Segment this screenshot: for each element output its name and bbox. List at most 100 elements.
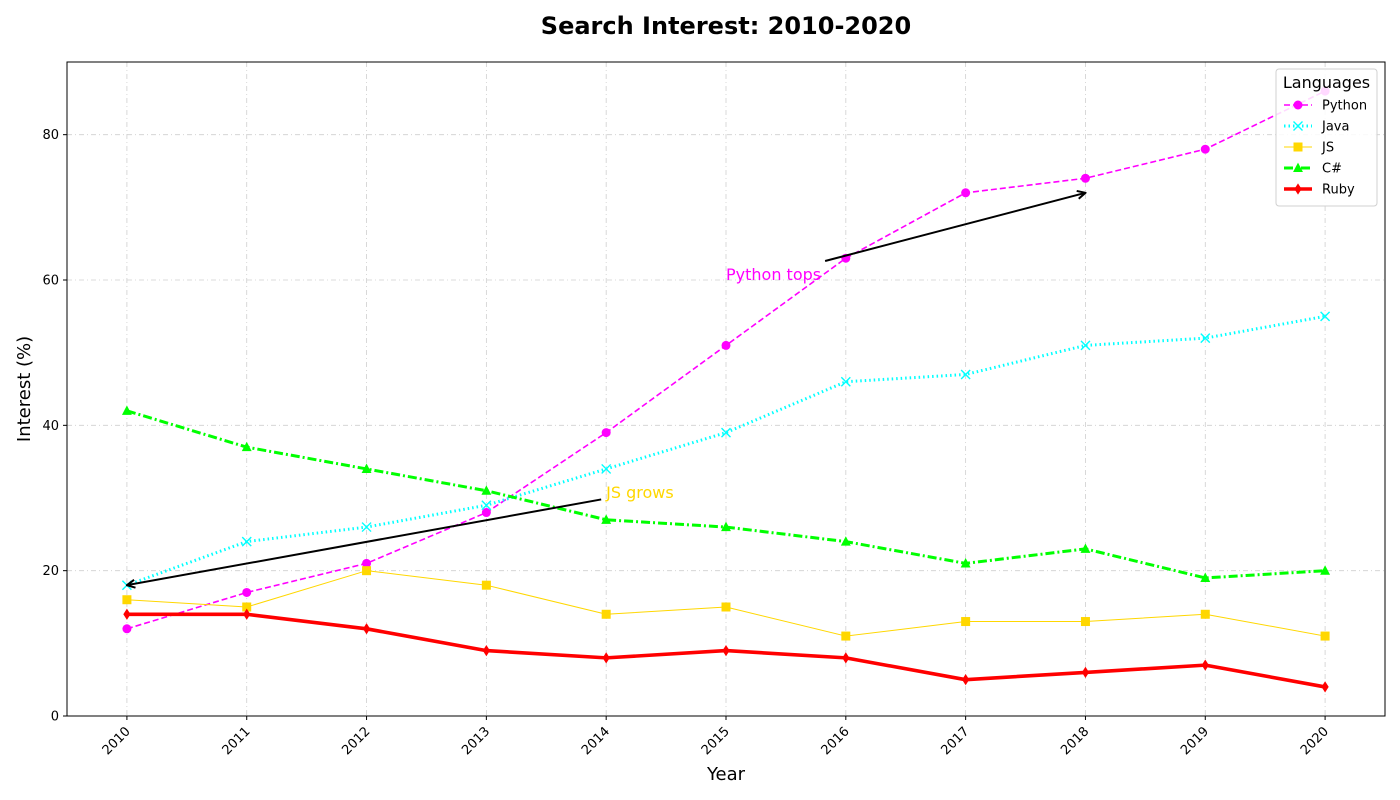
data-point-python bbox=[601, 428, 611, 438]
data-point-ruby bbox=[243, 608, 251, 620]
legend: Languages Python Java JS C# Ruby bbox=[1275, 68, 1378, 207]
data-point-java bbox=[361, 522, 372, 533]
legend-item-ruby: Ruby bbox=[1284, 183, 1355, 198]
data-point-java bbox=[601, 463, 612, 474]
x-axis-title: Year bbox=[706, 764, 746, 785]
data-point-js bbox=[122, 595, 132, 605]
data-point-js bbox=[601, 609, 611, 619]
legend-label-ruby: Ruby bbox=[1322, 183, 1355, 198]
data-point-java bbox=[1080, 340, 1091, 351]
series-layer bbox=[121, 86, 1331, 693]
data-point-ruby bbox=[602, 652, 610, 664]
legend-label-java: Java bbox=[1321, 120, 1349, 135]
legend-marker-js bbox=[1293, 142, 1303, 152]
data-point-java bbox=[1200, 333, 1211, 344]
y-tick-label: 20 bbox=[42, 564, 59, 579]
data-point-ruby bbox=[123, 608, 131, 620]
x-tick-label: 2015 bbox=[699, 724, 733, 758]
y-tick-label: 60 bbox=[42, 274, 59, 289]
data-point-js bbox=[242, 602, 252, 612]
data-point-python bbox=[122, 624, 132, 634]
series-java bbox=[121, 311, 1331, 591]
annotations: Python tops JS grows bbox=[127, 193, 1086, 585]
legend-item-python: Python bbox=[1284, 99, 1367, 114]
x-tick-label: 2016 bbox=[819, 724, 853, 758]
chart-title: Search Interest: 2010-2020 bbox=[541, 12, 911, 40]
series-csharp bbox=[121, 405, 1331, 582]
data-point-js bbox=[481, 580, 491, 590]
data-point-python bbox=[362, 558, 372, 568]
data-point-python bbox=[721, 340, 731, 350]
data-point-python bbox=[1080, 173, 1090, 183]
y-tick-label: 80 bbox=[42, 128, 59, 143]
annotation-arrow-0 bbox=[824, 193, 1085, 262]
data-point-java bbox=[960, 369, 971, 380]
data-point-js bbox=[841, 631, 851, 641]
data-point-csharp bbox=[840, 536, 851, 546]
legend-marker-ruby bbox=[1294, 183, 1302, 195]
legend-title: Languages bbox=[1283, 73, 1370, 92]
legend-label-python: Python bbox=[1322, 99, 1367, 114]
data-point-csharp bbox=[121, 405, 132, 415]
legend-label-csharp: C# bbox=[1322, 162, 1342, 177]
annotation-arrow-1 bbox=[127, 498, 602, 585]
x-tick-label: 2017 bbox=[938, 724, 972, 758]
series-ruby bbox=[123, 608, 1329, 693]
series-js bbox=[122, 566, 1330, 641]
data-point-js bbox=[961, 617, 971, 627]
x-tick-label: 2012 bbox=[339, 724, 373, 758]
data-point-java bbox=[1320, 311, 1331, 322]
x-tick-label: 2013 bbox=[459, 724, 493, 758]
data-point-csharp bbox=[241, 441, 252, 452]
y-tick-label: 40 bbox=[42, 419, 59, 434]
legend-item-js: JS bbox=[1284, 141, 1334, 156]
y-tick-label: 0 bbox=[51, 710, 59, 725]
data-point-ruby bbox=[1321, 681, 1329, 693]
data-point-csharp bbox=[1320, 565, 1331, 575]
data-point-csharp bbox=[481, 485, 492, 495]
axes: 2010 2011 2012 2013 2014 2015 2016 2017 2018 2019… bbox=[42, 128, 1331, 758]
data-point-js bbox=[362, 566, 372, 576]
x-tick-label: 2010 bbox=[100, 724, 134, 758]
data-point-ruby bbox=[482, 644, 490, 657]
legend-marker-java bbox=[1293, 121, 1303, 131]
x-tick-label: 2011 bbox=[220, 724, 254, 758]
data-point-ruby bbox=[362, 623, 371, 635]
annotation-text-0: Python tops bbox=[726, 265, 821, 284]
data-point-python bbox=[1200, 144, 1210, 154]
legend-marker-csharp bbox=[1293, 162, 1303, 173]
data-point-python bbox=[481, 508, 491, 518]
y-axis-title: Interest (%) bbox=[14, 336, 35, 442]
annotation-text-1: JS grows bbox=[605, 483, 674, 502]
data-point-js bbox=[1320, 631, 1330, 641]
data-point-ruby bbox=[1201, 659, 1209, 671]
legend-item-java: Java bbox=[1284, 120, 1349, 135]
data-point-js bbox=[1200, 609, 1210, 619]
data-point-js bbox=[1080, 617, 1090, 627]
data-point-ruby bbox=[1081, 666, 1090, 679]
data-point-java bbox=[241, 536, 252, 547]
legend-item-csharp: C# bbox=[1284, 162, 1342, 177]
legend-label-js: JS bbox=[1321, 141, 1334, 156]
data-point-csharp bbox=[960, 558, 971, 568]
series-line-java bbox=[126, 314, 1326, 587]
data-point-csharp bbox=[361, 463, 372, 473]
data-point-ruby bbox=[722, 644, 730, 657]
data-point-java bbox=[840, 376, 851, 387]
data-point-ruby bbox=[962, 674, 970, 686]
x-tick-label: 2018 bbox=[1058, 724, 1092, 758]
x-tick-label: 2019 bbox=[1178, 724, 1212, 758]
data-point-java bbox=[721, 427, 731, 438]
legend-marker-python bbox=[1293, 100, 1303, 110]
data-point-python bbox=[961, 188, 971, 198]
series-python bbox=[122, 86, 1330, 634]
data-point-js bbox=[721, 602, 731, 612]
data-point-csharp bbox=[1200, 572, 1211, 582]
x-tick-label: 2020 bbox=[1298, 724, 1332, 758]
data-point-java bbox=[481, 500, 492, 511]
data-point-csharp bbox=[1080, 543, 1091, 553]
data-point-csharp bbox=[721, 521, 731, 532]
data-point-csharp bbox=[601, 514, 612, 524]
x-tick-label: 2014 bbox=[579, 724, 613, 758]
